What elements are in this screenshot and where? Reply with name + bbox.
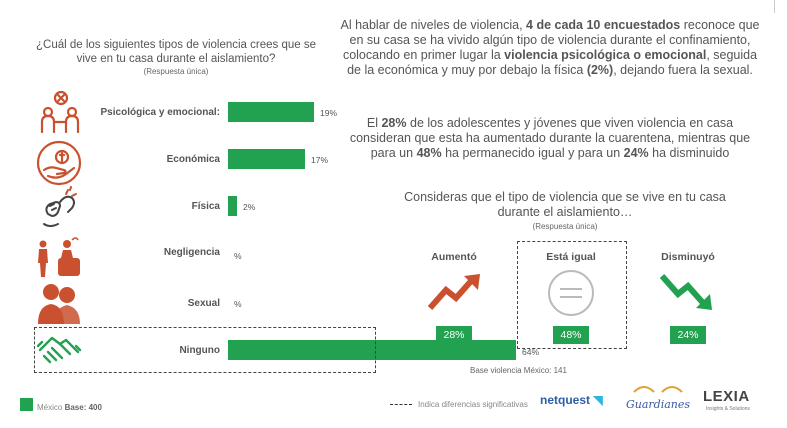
corner-divider [774,0,787,13]
question-left-subtitle: (Respuesta única) [143,67,209,76]
neglect-people-icon [38,237,80,277]
summary-paragraph-1: Al hablar de niveles de violencia, 4 de … [340,18,760,77]
category-label: Ninguno [179,345,220,356]
equal-icon [548,270,594,316]
option-label: Aumentó [431,251,477,263]
question-right-title: Consideras que el tipo de violencia que … [404,190,726,219]
netquest-logo: netquest ◥ [540,393,603,407]
category-label: Física [191,201,220,212]
category-label: Sexual [187,298,220,309]
harm-people-icon [40,90,80,134]
fist-hit-icon [43,186,77,227]
category-label: Negligencia [163,247,220,258]
value-label: 2% [243,202,256,212]
pct-disminuyo: 24% [670,326,706,344]
money-hand-icon [36,140,82,186]
lexia-tagline: Insights & Solutions [706,406,750,412]
value-label: % [234,251,242,261]
base-violencia: Base violencia México: 141 [470,366,567,375]
category-label: Económica [166,154,220,165]
couple-icon [38,284,80,324]
option-label: Disminuyó [661,251,715,263]
guardianes-logo: Guardianes [626,386,690,411]
bar-fisica [228,196,237,216]
bar-psicologica [228,102,314,122]
legend-swatch [20,398,33,411]
bar-ninguno [228,340,516,360]
question-right-subtitle: (Respuesta única) [532,222,598,231]
option-label: Está igual [546,251,596,263]
dashed-legend-label: Indica diferencias significativas [418,400,528,409]
bar-economica [228,149,305,169]
pct-igual: 48% [553,326,589,344]
significance-highlight-box [517,241,627,349]
lexia-logo: LEXIA [703,388,750,405]
dashed-legend-line [390,404,412,405]
trend-down-icon [660,274,712,310]
base-mexico: México Base: 400 [37,403,102,412]
significance-highlight-box [34,327,376,373]
value-label: 19% [320,108,338,118]
value-label: 64% [522,347,540,357]
pct-aumento: 28% [436,326,472,344]
svg-text:Guardianes: Guardianes [626,398,690,411]
handshake-icon [36,336,82,364]
summary-paragraph-2: El 28% de los adolescentes y jóvenes que… [349,116,751,160]
value-label: % [234,299,242,309]
trend-up-icon [428,274,480,310]
category-label: Psicológica y emocional: [100,107,220,118]
value-label: 17% [311,155,329,165]
question-left-title: ¿Cuál de los siguientes tipos de violenc… [36,39,316,65]
